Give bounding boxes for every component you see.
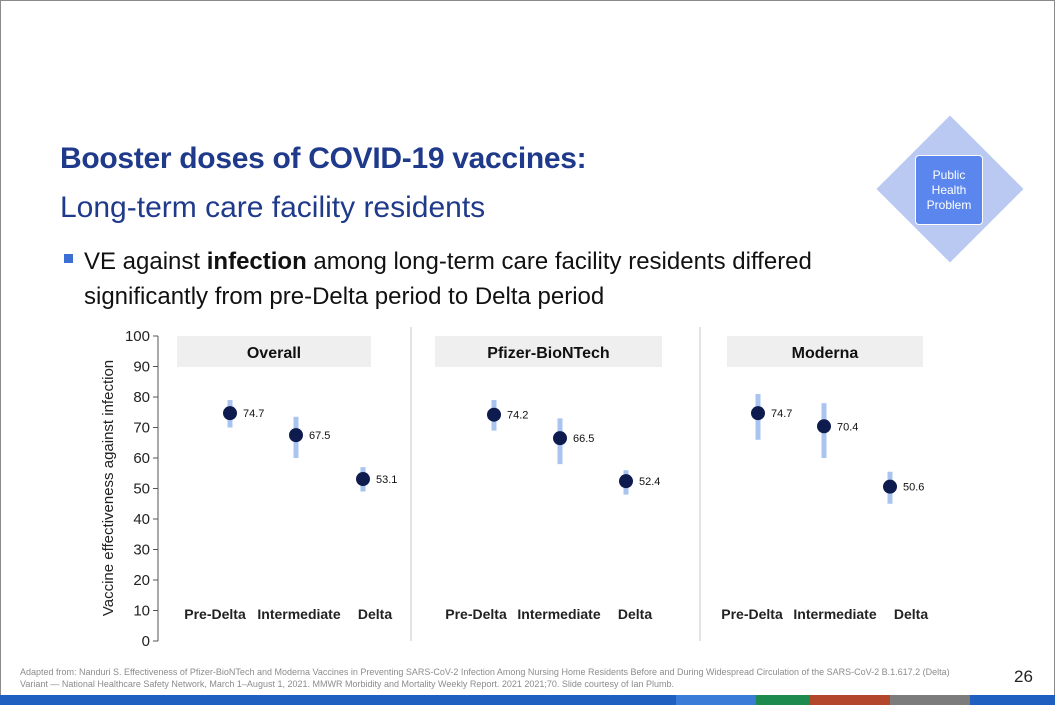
panel-title: Overall bbox=[247, 345, 301, 362]
y-tick-label: 60 bbox=[133, 450, 150, 467]
panel-header-bg bbox=[435, 336, 662, 367]
data-point bbox=[553, 431, 567, 446]
bottom-bar-segment bbox=[756, 695, 810, 705]
y-tick-label: 0 bbox=[142, 633, 150, 650]
data-point bbox=[487, 407, 501, 422]
page-number: 26 bbox=[1014, 667, 1033, 686]
bullet-text-pre: VE against bbox=[84, 248, 207, 275]
slide-title: Booster doses of COVID-19 vaccines: bbox=[60, 142, 587, 175]
y-tick-label: 40 bbox=[133, 511, 150, 528]
panel-title: Moderna bbox=[792, 345, 859, 362]
x-category-label: Delta bbox=[618, 606, 652, 622]
data-label: 50.6 bbox=[903, 482, 924, 494]
data-point bbox=[223, 406, 237, 421]
data-point bbox=[356, 472, 370, 487]
slide-subtitle: Long-term care facility residents bbox=[60, 191, 486, 224]
data-point bbox=[289, 428, 303, 443]
x-category-label: Pre-Delta bbox=[445, 606, 507, 622]
footnote: Adapted from: Nanduri S. Effectiveness o… bbox=[20, 667, 950, 689]
x-category-label: Intermediate bbox=[793, 606, 876, 622]
data-label: 70.4 bbox=[837, 421, 858, 433]
y-tick-label: 30 bbox=[133, 542, 150, 559]
data-label: 66.5 bbox=[573, 433, 594, 445]
public-health-problem-badge: Public Health Problem bbox=[915, 155, 983, 225]
y-tick-label: 80 bbox=[133, 389, 150, 406]
x-category-label: Pre-Delta bbox=[184, 606, 246, 622]
y-axis-label: Vaccine effectiveness against infection bbox=[100, 360, 117, 616]
x-category-label: Delta bbox=[894, 606, 928, 622]
bottom-bar-segment bbox=[676, 695, 756, 705]
y-tick-label: 50 bbox=[133, 481, 150, 498]
bullet-text-post: among long-term care facility residents … bbox=[84, 248, 812, 310]
x-category-label: Delta bbox=[358, 606, 392, 622]
panel-title: Pfizer-BioNTech bbox=[487, 345, 609, 362]
data-label: 52.4 bbox=[639, 476, 660, 488]
panel-header-bg bbox=[727, 336, 923, 367]
data-label: 74.7 bbox=[243, 408, 264, 420]
bottom-color-bar bbox=[0, 695, 1055, 705]
panel-header-bg bbox=[177, 336, 371, 367]
bottom-bar-segment bbox=[970, 695, 1055, 705]
badge-label: Public Health Problem bbox=[926, 167, 972, 212]
y-tick-label: 90 bbox=[133, 359, 150, 376]
x-category-label: Intermediate bbox=[517, 606, 600, 622]
data-label: 74.2 bbox=[507, 410, 528, 422]
y-tick-label: 100 bbox=[125, 328, 150, 345]
bullet-square-icon bbox=[64, 254, 73, 263]
bullet-text: VE against infection among long-term car… bbox=[84, 244, 904, 314]
data-point bbox=[883, 479, 897, 494]
data-point bbox=[817, 419, 831, 434]
bottom-bar-segment bbox=[890, 695, 970, 705]
y-tick-label: 70 bbox=[133, 420, 150, 437]
data-point bbox=[619, 474, 633, 489]
y-tick-label: 20 bbox=[133, 572, 150, 589]
data-label: 53.1 bbox=[376, 474, 397, 486]
data-label: 74.7 bbox=[771, 408, 792, 420]
bullet-text-bold: infection bbox=[206, 248, 307, 275]
bottom-bar-segment bbox=[0, 695, 676, 705]
data-point bbox=[751, 406, 765, 421]
y-tick-label: 10 bbox=[133, 603, 150, 620]
x-category-label: Intermediate bbox=[257, 606, 340, 622]
bottom-bar-segment bbox=[810, 695, 890, 705]
data-label: 67.5 bbox=[309, 430, 330, 442]
x-category-label: Pre-Delta bbox=[721, 606, 783, 622]
